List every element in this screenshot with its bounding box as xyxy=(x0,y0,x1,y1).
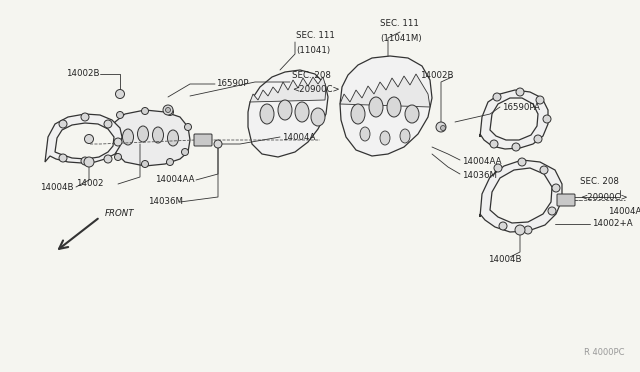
Polygon shape xyxy=(490,98,538,140)
Polygon shape xyxy=(55,123,114,159)
Ellipse shape xyxy=(278,100,292,120)
Circle shape xyxy=(163,105,173,115)
Circle shape xyxy=(84,135,93,144)
Polygon shape xyxy=(248,70,328,157)
Circle shape xyxy=(166,109,173,115)
Ellipse shape xyxy=(369,97,383,117)
Circle shape xyxy=(166,108,170,112)
Circle shape xyxy=(518,158,526,166)
Text: 14002B: 14002B xyxy=(420,71,454,80)
Ellipse shape xyxy=(311,108,325,126)
Ellipse shape xyxy=(405,105,419,123)
Circle shape xyxy=(81,157,89,165)
Ellipse shape xyxy=(387,97,401,117)
Polygon shape xyxy=(340,56,432,156)
Text: 14004A: 14004A xyxy=(608,208,640,217)
Text: <20900C>: <20900C> xyxy=(292,86,340,94)
Text: (11041): (11041) xyxy=(296,45,330,55)
Text: 14004A: 14004A xyxy=(282,132,316,141)
Ellipse shape xyxy=(152,127,163,143)
Circle shape xyxy=(534,135,542,143)
Text: FRONT: FRONT xyxy=(105,209,134,218)
Circle shape xyxy=(490,140,498,148)
Text: 16590P: 16590P xyxy=(216,80,248,89)
Circle shape xyxy=(104,120,112,128)
Ellipse shape xyxy=(400,129,410,143)
Circle shape xyxy=(141,108,148,115)
Text: SEC. 208: SEC. 208 xyxy=(580,177,619,186)
Text: SEC. 111: SEC. 111 xyxy=(380,19,419,29)
Polygon shape xyxy=(340,74,430,107)
Ellipse shape xyxy=(122,129,134,145)
Polygon shape xyxy=(45,114,122,163)
Ellipse shape xyxy=(168,130,179,146)
Polygon shape xyxy=(250,77,326,102)
Circle shape xyxy=(114,138,122,146)
Circle shape xyxy=(59,120,67,128)
FancyBboxPatch shape xyxy=(557,194,575,206)
Circle shape xyxy=(184,124,191,131)
Text: (11041M): (11041M) xyxy=(380,33,422,42)
Text: 14036M: 14036M xyxy=(148,198,183,206)
Circle shape xyxy=(515,225,525,235)
Polygon shape xyxy=(490,168,552,223)
Circle shape xyxy=(499,222,507,230)
Circle shape xyxy=(540,166,548,174)
Ellipse shape xyxy=(295,102,309,122)
Polygon shape xyxy=(110,110,190,166)
Text: 14004B: 14004B xyxy=(488,254,522,263)
Ellipse shape xyxy=(138,126,148,142)
Polygon shape xyxy=(480,160,562,232)
Circle shape xyxy=(59,154,67,162)
Circle shape xyxy=(440,125,445,131)
Text: 14036M: 14036M xyxy=(462,171,497,180)
Text: 14002B: 14002B xyxy=(67,70,100,78)
Text: SEC. 208: SEC. 208 xyxy=(292,71,331,80)
Circle shape xyxy=(84,157,94,167)
Circle shape xyxy=(182,148,189,155)
FancyBboxPatch shape xyxy=(194,134,212,146)
Circle shape xyxy=(524,226,532,234)
Text: R 4000PC: R 4000PC xyxy=(584,348,625,357)
Text: SEC. 111: SEC. 111 xyxy=(296,32,335,41)
Circle shape xyxy=(548,207,556,215)
Circle shape xyxy=(516,88,524,96)
Circle shape xyxy=(104,155,112,163)
Circle shape xyxy=(493,93,501,101)
Ellipse shape xyxy=(351,104,365,124)
Circle shape xyxy=(166,158,173,166)
Ellipse shape xyxy=(380,131,390,145)
Text: 14002+A: 14002+A xyxy=(592,219,632,228)
Circle shape xyxy=(436,122,446,132)
Ellipse shape xyxy=(260,104,274,124)
Circle shape xyxy=(512,143,520,151)
Circle shape xyxy=(543,115,551,123)
Circle shape xyxy=(81,113,89,121)
Circle shape xyxy=(552,184,560,192)
Circle shape xyxy=(141,160,148,167)
Text: 16590PA: 16590PA xyxy=(502,103,540,112)
Circle shape xyxy=(116,112,124,119)
Text: 14002: 14002 xyxy=(76,180,104,189)
Text: 14004AA: 14004AA xyxy=(462,157,502,167)
Text: 14004B: 14004B xyxy=(40,183,74,192)
Ellipse shape xyxy=(360,127,370,141)
Circle shape xyxy=(494,164,502,172)
Text: 14004AA: 14004AA xyxy=(155,176,195,185)
Text: <20900C>: <20900C> xyxy=(580,192,628,202)
Circle shape xyxy=(536,96,544,104)
Polygon shape xyxy=(480,90,548,149)
Circle shape xyxy=(214,140,222,148)
Circle shape xyxy=(115,154,122,160)
Circle shape xyxy=(115,90,125,99)
